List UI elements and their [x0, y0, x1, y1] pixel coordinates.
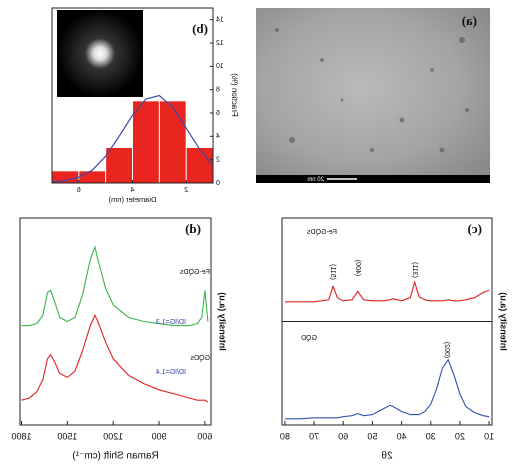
data-line [21, 313, 209, 403]
x-tick-label: 6 [77, 187, 81, 194]
x-tick-label: 30 [426, 431, 436, 441]
x-tick-label: 4 [130, 187, 134, 194]
particle [430, 68, 434, 72]
particle [370, 148, 374, 152]
scale-bar-strip [256, 175, 490, 183]
x-tick-label: 50 [367, 431, 377, 441]
panel-label: (d) [185, 221, 201, 236]
peak-label: (511) [329, 264, 336, 280]
x-tick-label: 10 [484, 431, 494, 441]
y-axis-title: Intensity (a.u) [499, 292, 509, 351]
x-tick-label: 70 [309, 431, 319, 441]
fit-curve [51, 94, 214, 183]
x-tick-label: 2 [184, 187, 188, 194]
x-tick-label: 60 [338, 431, 348, 441]
tem-image [256, 8, 490, 183]
plot-frame [19, 217, 212, 426]
particle [289, 137, 295, 143]
bar [106, 148, 132, 183]
series-label: Fe-GQDs [180, 269, 210, 276]
particle [399, 117, 405, 123]
inset-image [57, 10, 143, 97]
bar [52, 171, 79, 183]
y-tick-label: 12 [216, 40, 224, 47]
mirrored-figure: 20 nm (a) 0 2 4 6 8 10 12 14 2 4 6 Diameter (nm) Fract… [12, 7, 509, 462]
panel-label: (a) [462, 13, 477, 28]
particle [340, 98, 344, 102]
data-line [284, 358, 490, 420]
bar [159, 101, 186, 183]
bar [79, 171, 106, 183]
series-label: GQDs [190, 355, 210, 362]
y-tick-label: 14 [216, 17, 224, 24]
y-tick-label: 4 [216, 133, 220, 140]
y-tick-label: 2 [216, 157, 220, 164]
peak-label: (400) [354, 260, 361, 276]
y-tick-label: 8 [216, 87, 220, 94]
y-tick-label: 6 [216, 110, 220, 117]
particle [459, 37, 465, 43]
x-tick-label: 900 [152, 431, 167, 441]
y-tick-label: 10 [216, 63, 224, 70]
particle [465, 108, 469, 112]
panel-label: (c) [468, 221, 482, 236]
particle [439, 147, 445, 153]
bar [133, 101, 159, 183]
x-axis-title: 2θ [381, 451, 393, 462]
x-tick-label: 40 [397, 431, 407, 441]
x-axis-title: Diameter (nm) [108, 195, 156, 204]
y-tick-label: 0 [216, 180, 220, 187]
x-axis-title: Raman Shift (cm⁻¹) [72, 451, 158, 462]
x-tick-label: 1500 [57, 431, 77, 441]
series-label: Fe-GQDs [307, 229, 337, 236]
y-axis-title: Intensity (a.u) [218, 292, 228, 351]
x-tick-label: 1200 [103, 431, 123, 441]
x-tick-label: 1800 [12, 431, 32, 441]
particle [275, 28, 279, 32]
x-tick-label: 80 [280, 431, 290, 441]
x-tick-label: 20 [455, 431, 465, 441]
y-axis-title: Fraction (%) [230, 73, 239, 117]
data-line [284, 280, 490, 303]
data-line [21, 245, 209, 327]
series-label: GQD [301, 335, 317, 342]
particle [320, 58, 324, 62]
x-tick-label: 600 [197, 431, 212, 441]
ratio-label: ID/IG=1.3 [156, 319, 186, 326]
peak-label: (311) [411, 262, 418, 278]
ratio-label: ID/IG=1.4 [156, 369, 186, 376]
panel-label: (b) [192, 21, 208, 36]
bar [186, 148, 213, 183]
scale-bar-label: 20 nm [307, 177, 324, 183]
peak-label: (002) [443, 342, 450, 358]
